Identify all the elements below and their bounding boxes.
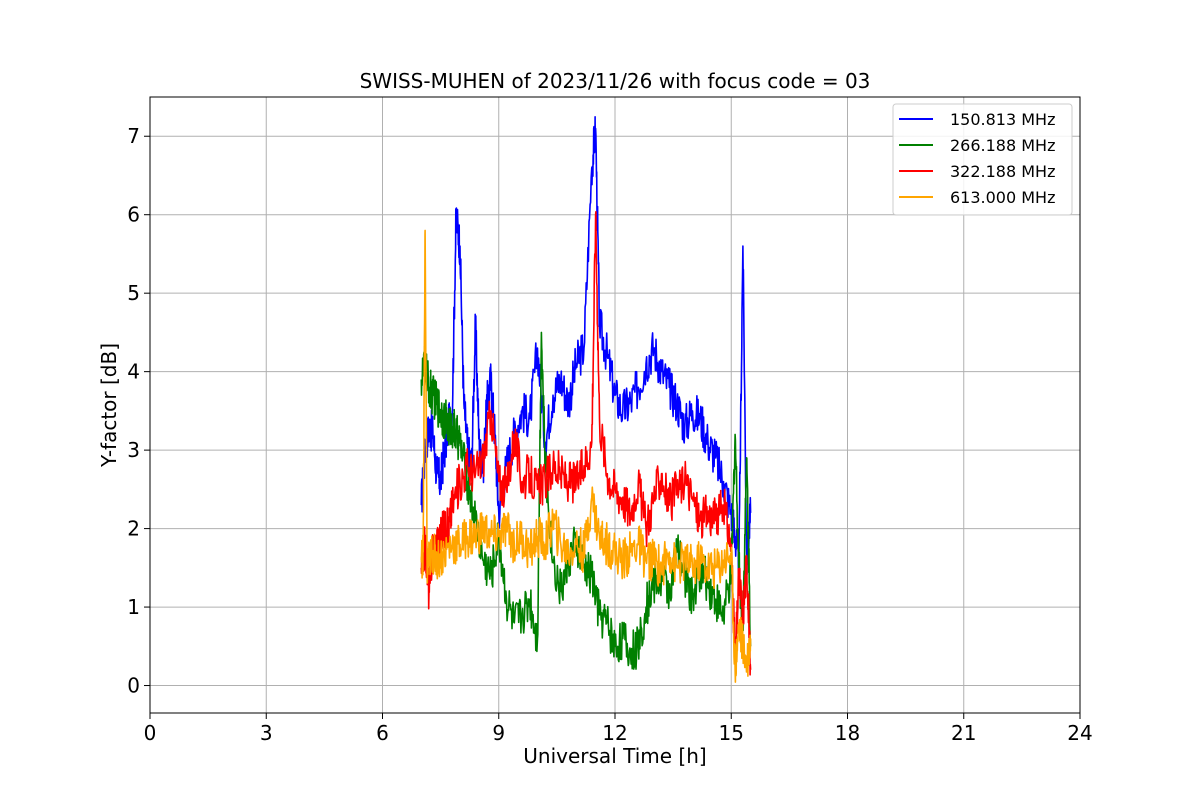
y-tick-label: 0 (127, 674, 140, 698)
x-tick-label: 3 (260, 721, 273, 745)
x-axis-ticks: 0 3 6 9 12 15 18 21 24 (144, 713, 1093, 745)
y-tick-label: 1 (127, 595, 140, 619)
series-layer (420, 116, 752, 683)
x-tick-label: 9 (492, 721, 505, 745)
x-tick-label: 21 (951, 721, 976, 745)
x-axis-label: Universal Time [h] (523, 744, 706, 768)
legend-label: 322.188 MHz (950, 162, 1055, 181)
grid-lines (149, 97, 1081, 713)
y-tick-label: 5 (127, 281, 140, 305)
x-tick-label: 18 (835, 721, 860, 745)
chart-title: SWISS-MUHEN of 2023/11/26 with focus cod… (360, 69, 871, 93)
y-tick-label: 6 (127, 203, 140, 227)
legend-item: 266.188 MHz (899, 136, 1055, 155)
y-tick-label: 4 (127, 360, 140, 384)
legend-item: 150.813 MHz (899, 110, 1055, 129)
y-axis-ticks: 0 1 2 3 4 5 6 7 (127, 124, 150, 698)
series-line-150-813-mhz (420, 116, 752, 578)
legend-box (892, 103, 1073, 216)
x-tick-label: 0 (144, 721, 157, 745)
x-tick-label: 6 (376, 721, 389, 745)
y-tick-label: 3 (127, 438, 140, 462)
legend-label: 266.188 MHz (950, 136, 1055, 155)
legend-item: 613.000 MHz (899, 188, 1055, 207)
y-axis-label: Y-factor [dB] (97, 343, 121, 468)
series-line-322-188-mhz (420, 211, 752, 676)
x-tick-label: 24 (1067, 721, 1092, 745)
y-tick-label: 2 (127, 517, 140, 541)
legend: 150.813 MHz 266.188 MHz 322.188 MHz 613.000… (892, 103, 1073, 216)
legend-label: 150.813 MHz (950, 110, 1055, 129)
series-line-266-188-mhz (420, 331, 752, 670)
x-tick-label: 12 (602, 721, 627, 745)
series-line-613-000-mhz (420, 229, 752, 683)
y-tick-label: 7 (127, 124, 140, 148)
legend-label: 613.000 MHz (950, 188, 1055, 207)
legend-item: 322.188 MHz (899, 162, 1055, 181)
x-tick-label: 15 (719, 721, 744, 745)
